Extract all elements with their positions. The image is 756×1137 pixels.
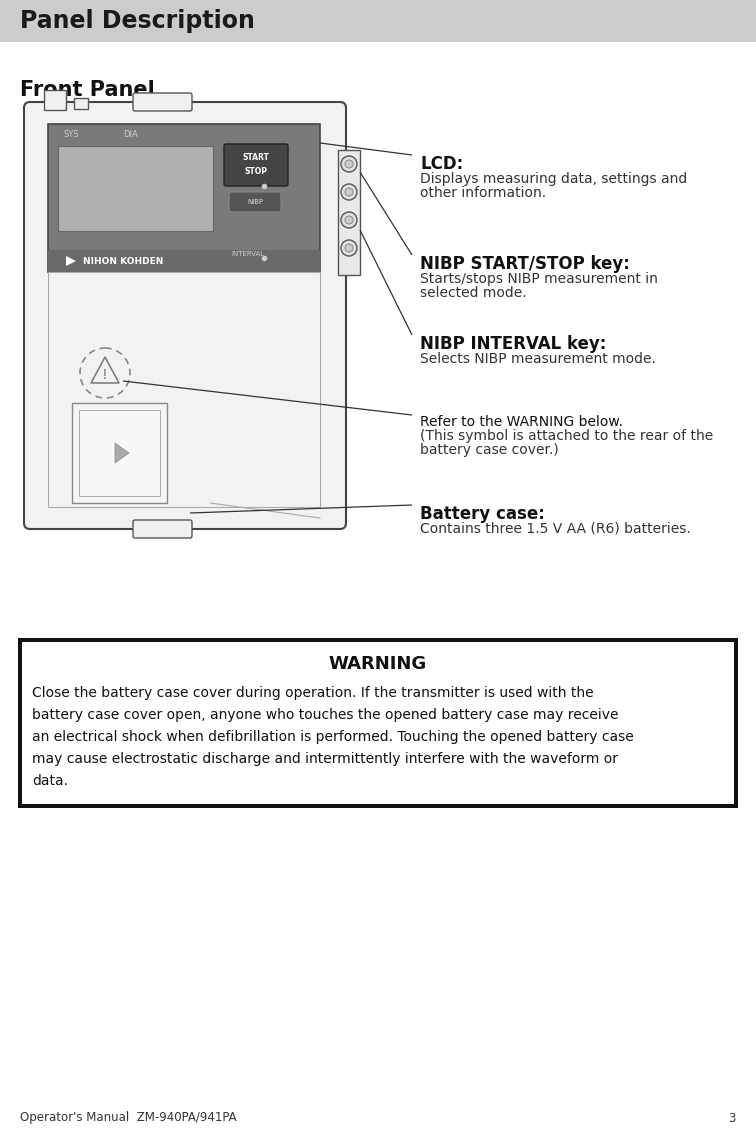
Text: Front Panel: Front Panel — [20, 80, 155, 100]
Bar — [48, 250, 320, 272]
Text: START: START — [243, 153, 269, 163]
Circle shape — [345, 244, 353, 252]
Text: NIBP INTERVAL key:: NIBP INTERVAL key: — [420, 335, 606, 352]
Text: battery case cover.): battery case cover.) — [420, 443, 559, 457]
Circle shape — [341, 184, 357, 200]
Bar — [48, 272, 320, 507]
Bar — [58, 146, 213, 231]
Text: Operator's Manual  ZM-940PA/941PA: Operator's Manual ZM-940PA/941PA — [20, 1112, 237, 1124]
FancyBboxPatch shape — [229, 192, 281, 211]
Bar — [338, 150, 360, 275]
Circle shape — [341, 156, 357, 172]
Text: selected mode.: selected mode. — [420, 285, 527, 300]
Text: NIBP: NIBP — [247, 199, 263, 205]
Bar — [72, 402, 167, 503]
Bar — [48, 124, 320, 272]
Text: battery case cover open, anyone who touches the opened battery case may receive: battery case cover open, anyone who touc… — [32, 708, 618, 722]
Text: 3: 3 — [729, 1112, 736, 1124]
Text: Contains three 1.5 V AA (R6) batteries.: Contains three 1.5 V AA (R6) batteries. — [420, 522, 691, 536]
Text: NIBP START/STOP key:: NIBP START/STOP key: — [420, 255, 630, 273]
Text: DIA: DIA — [123, 130, 138, 139]
Text: LCD:: LCD: — [420, 155, 463, 173]
Polygon shape — [66, 256, 76, 266]
Text: Selects NIBP measurement mode.: Selects NIBP measurement mode. — [420, 351, 656, 366]
FancyBboxPatch shape — [133, 93, 192, 111]
FancyBboxPatch shape — [24, 102, 346, 529]
Text: !: ! — [102, 368, 108, 382]
Circle shape — [341, 211, 357, 229]
Bar — [0, 0, 756, 42]
Text: NIHON KOHDEN: NIHON KOHDEN — [83, 257, 163, 266]
Text: Starts/stops NIBP measurement in: Starts/stops NIBP measurement in — [420, 272, 658, 285]
Polygon shape — [115, 443, 129, 463]
Text: may cause electrostatic discharge and intermittently interfere with the waveform: may cause electrostatic discharge and in… — [32, 752, 618, 766]
Text: INTERVAL: INTERVAL — [231, 251, 264, 257]
Text: other information.: other information. — [420, 185, 546, 200]
Bar — [44, 90, 66, 110]
Text: Panel Description: Panel Description — [20, 9, 255, 33]
Bar — [79, 410, 160, 496]
Text: an electrical shock when defibrillation is performed. Touching the opened batter: an electrical shock when defibrillation … — [32, 730, 634, 744]
Bar — [22, 642, 734, 804]
Bar — [74, 98, 88, 109]
Text: Close the battery case cover during operation. If the transmitter is used with t: Close the battery case cover during oper… — [32, 686, 593, 700]
Circle shape — [341, 240, 357, 256]
Circle shape — [345, 216, 353, 224]
Text: (This symbol is attached to the rear of the: (This symbol is attached to the rear of … — [420, 429, 713, 443]
Text: data.: data. — [32, 774, 68, 788]
FancyBboxPatch shape — [224, 144, 288, 186]
Circle shape — [345, 188, 353, 196]
Text: Battery case:: Battery case: — [420, 505, 545, 523]
Circle shape — [345, 160, 353, 168]
Text: Refer to the WARNING below.: Refer to the WARNING below. — [420, 415, 623, 429]
Text: WARNING: WARNING — [329, 655, 427, 673]
Text: SYS: SYS — [64, 130, 79, 139]
Text: STOP: STOP — [244, 167, 268, 176]
FancyBboxPatch shape — [133, 520, 192, 538]
Text: Displays measuring data, settings and: Displays measuring data, settings and — [420, 172, 687, 185]
Bar — [18, 638, 738, 808]
